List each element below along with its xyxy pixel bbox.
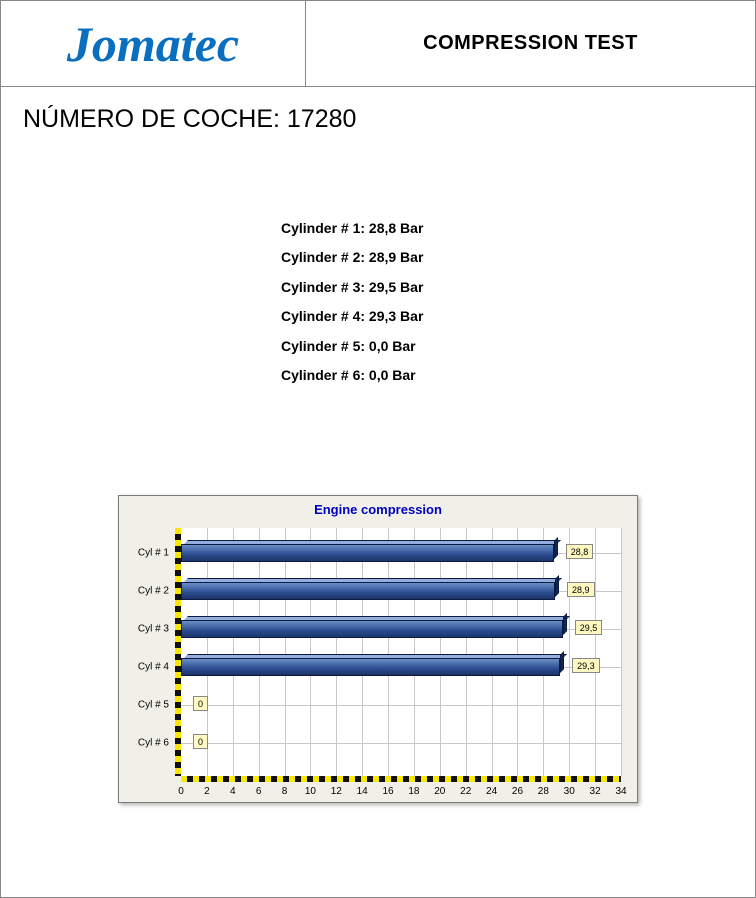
chart-x-tick-label: 0	[178, 786, 184, 797]
chart-gridline	[259, 528, 260, 776]
page: Jomatec COMPRESSION TEST NÚMERO DE COCHE…	[0, 0, 756, 898]
car-number-label: NÚMERO DE COCHE: 17280	[1, 87, 755, 134]
engine-compression-chart: Engine compression 024681012141618202224…	[118, 495, 638, 803]
chart-gridline	[543, 528, 544, 776]
chart-gridline	[466, 528, 467, 776]
chart-gridline	[517, 528, 518, 776]
reading-line: Cylinder # 6: 0,0 Bar	[281, 361, 755, 390]
chart-title: Engine compression	[119, 496, 637, 521]
chart-gridline	[492, 528, 493, 776]
logo-cell: Jomatec	[1, 1, 306, 86]
chart-x-tick-label: 18	[408, 786, 419, 797]
reading-line: Cylinder # 5: 0,0 Bar	[281, 332, 755, 361]
chart-gridline	[440, 528, 441, 776]
chart-x-tick-label: 6	[256, 786, 262, 797]
chart-y-tick-label: Cyl # 3	[123, 624, 169, 635]
chart-x-tick-label: 10	[305, 786, 316, 797]
chart-x-tick-label: 12	[331, 786, 342, 797]
chart-value-badge: 29,3	[572, 658, 600, 673]
chart-x-tick-label: 34	[615, 786, 626, 797]
chart-gridline	[181, 705, 621, 706]
chart-gridline	[388, 528, 389, 776]
chart-gridline	[569, 528, 570, 776]
reading-line: Cylinder # 4: 29,3 Bar	[281, 302, 755, 331]
chart-y-tick-label: Cyl # 2	[123, 586, 169, 597]
chart-value-badge: 28,8	[566, 544, 594, 559]
chart-gridline	[336, 528, 337, 776]
reading-line: Cylinder # 1: 28,8 Bar	[281, 214, 755, 243]
chart-y-tick-label: Cyl # 6	[123, 738, 169, 749]
chart-gridline	[595, 528, 596, 776]
chart-bar	[181, 540, 554, 562]
chart-gridline	[362, 528, 363, 776]
chart-y-tick-label: Cyl # 1	[123, 548, 169, 559]
chart-gridline	[285, 528, 286, 776]
reading-line: Cylinder # 3: 29,5 Bar	[281, 273, 755, 302]
chart-x-tick-label: 32	[590, 786, 601, 797]
chart-gridline	[233, 528, 234, 776]
header-row: Jomatec COMPRESSION TEST	[1, 1, 755, 87]
chart-plot-area: 0246810121416182022242628303234Cyl # 128…	[181, 528, 621, 776]
chart-gridline	[414, 528, 415, 776]
chart-x-tick-label: 22	[460, 786, 471, 797]
chart-x-tick-label: 8	[282, 786, 288, 797]
chart-x-tick-label: 4	[230, 786, 236, 797]
chart-x-tick-label: 2	[204, 786, 210, 797]
chart-gridline	[621, 528, 622, 776]
chart-x-tick-label: 20	[434, 786, 445, 797]
chart-x-tick-label: 16	[382, 786, 393, 797]
page-title: COMPRESSION TEST	[306, 1, 755, 86]
reading-line: Cylinder # 2: 28,9 Bar	[281, 243, 755, 272]
chart-gridline	[310, 528, 311, 776]
chart-value-badge: 28,9	[567, 582, 595, 597]
chart-value-badge: 0	[193, 734, 208, 749]
y-axis-stripe-icon	[175, 528, 181, 776]
chart-x-tick-label: 30	[564, 786, 575, 797]
chart-x-tick-label: 14	[357, 786, 368, 797]
chart-bar	[181, 578, 555, 600]
x-axis-stripe-icon	[181, 776, 621, 782]
readings-block: Cylinder # 1: 28,8 Bar Cylinder # 2: 28,…	[1, 214, 755, 390]
chart-value-badge: 0	[193, 696, 208, 711]
chart-x-tick-label: 26	[512, 786, 523, 797]
chart-bar	[181, 616, 563, 638]
chart-x-tick-label: 28	[538, 786, 549, 797]
chart-bar	[181, 654, 560, 676]
chart-x-tick-label: 24	[486, 786, 497, 797]
chart-gridline	[181, 743, 621, 744]
chart-y-tick-label: Cyl # 5	[123, 700, 169, 711]
chart-value-badge: 29,5	[575, 620, 603, 635]
chart-y-tick-label: Cyl # 4	[123, 662, 169, 673]
logo-text: Jomatec	[67, 19, 239, 69]
